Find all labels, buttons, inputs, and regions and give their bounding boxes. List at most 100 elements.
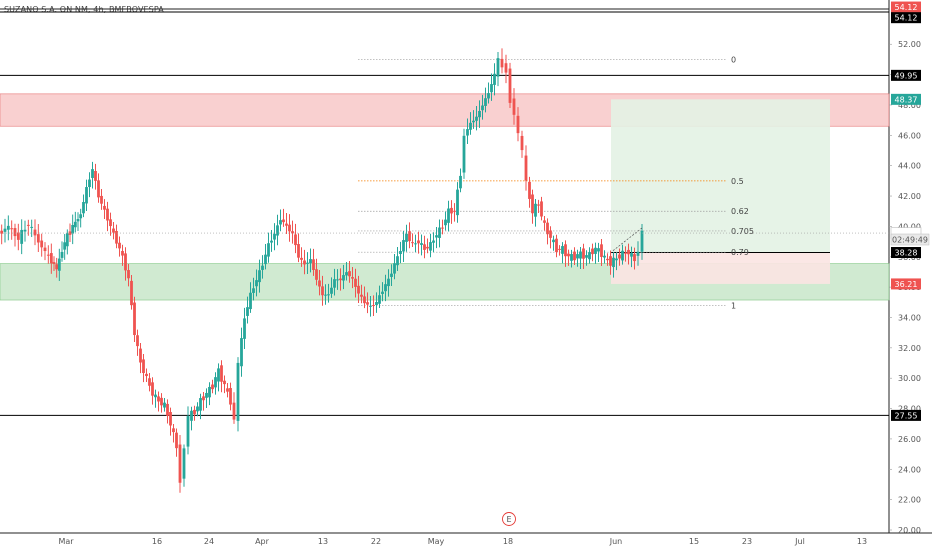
candle bbox=[136, 335, 139, 347]
candle bbox=[103, 205, 106, 210]
fib-label-1: 1 bbox=[731, 301, 736, 310]
candle bbox=[324, 294, 327, 296]
time-tick-label: Apr bbox=[255, 537, 270, 546]
time-tick-label: May bbox=[428, 537, 445, 546]
candle bbox=[512, 98, 516, 115]
candle bbox=[520, 135, 524, 151]
candle bbox=[393, 263, 396, 274]
candle bbox=[552, 239, 555, 243]
price-tag[interactable] bbox=[891, 278, 921, 290]
candle bbox=[528, 181, 531, 199]
candle bbox=[236, 362, 240, 421]
candle bbox=[357, 285, 360, 294]
candle bbox=[249, 292, 252, 310]
candle bbox=[426, 246, 429, 249]
candle bbox=[366, 302, 369, 305]
candle bbox=[276, 225, 279, 236]
candle bbox=[423, 244, 426, 250]
price-tag[interactable] bbox=[891, 69, 921, 81]
candle bbox=[558, 248, 561, 250]
candle bbox=[582, 248, 585, 259]
candle bbox=[456, 189, 459, 216]
candle bbox=[493, 73, 496, 85]
candle bbox=[258, 270, 261, 283]
price-tag-label: 36.21 bbox=[895, 280, 918, 289]
candle bbox=[36, 234, 40, 243]
candle bbox=[318, 280, 321, 287]
fib-label-0.5: 0.5 bbox=[731, 177, 744, 186]
candle bbox=[178, 444, 182, 483]
countdown-label: 02:49:49 bbox=[892, 236, 928, 245]
candle bbox=[63, 242, 67, 250]
time-tick-label: 23 bbox=[742, 537, 752, 546]
price-tag-label: 54.12 bbox=[895, 14, 918, 23]
candle bbox=[79, 214, 83, 219]
candle bbox=[396, 256, 399, 266]
candle bbox=[462, 135, 466, 173]
price-tag[interactable] bbox=[891, 409, 921, 421]
candle bbox=[118, 242, 121, 249]
price-tick-label: 40.00 bbox=[898, 222, 921, 231]
candle bbox=[561, 246, 564, 254]
time-tick-label: 18 bbox=[503, 537, 513, 546]
candle bbox=[531, 194, 534, 214]
candle bbox=[546, 222, 549, 235]
candle bbox=[399, 250, 402, 255]
price-tag[interactable] bbox=[891, 1, 921, 13]
price-tag-label: 48.37 bbox=[895, 95, 918, 104]
candle bbox=[166, 403, 169, 416]
candle bbox=[594, 247, 597, 254]
candle bbox=[411, 242, 414, 244]
candle bbox=[145, 373, 148, 377]
candle bbox=[169, 412, 172, 426]
candle bbox=[30, 226, 34, 228]
candle bbox=[13, 228, 17, 237]
candle bbox=[408, 231, 411, 242]
candle bbox=[300, 257, 303, 260]
candle bbox=[205, 392, 208, 398]
candle bbox=[624, 252, 627, 254]
candle bbox=[130, 280, 133, 306]
candle bbox=[640, 230, 644, 252]
candle bbox=[466, 129, 469, 136]
candle bbox=[193, 409, 196, 415]
candle bbox=[202, 396, 205, 401]
candle bbox=[348, 271, 351, 277]
candle bbox=[33, 229, 37, 236]
candle bbox=[321, 286, 324, 296]
price-tag[interactable] bbox=[891, 247, 921, 259]
candle bbox=[469, 122, 472, 130]
candle bbox=[121, 251, 124, 256]
candle bbox=[223, 380, 226, 385]
earnings-e-icon[interactable] bbox=[502, 512, 516, 526]
price-tick-label: 26.00 bbox=[898, 435, 921, 444]
candle bbox=[351, 277, 354, 279]
price-tag[interactable] bbox=[891, 93, 921, 105]
candle bbox=[621, 250, 624, 261]
candle bbox=[246, 307, 249, 316]
candle bbox=[372, 305, 375, 307]
candle bbox=[270, 240, 273, 243]
candle bbox=[127, 270, 130, 279]
candle bbox=[603, 255, 606, 258]
candle bbox=[190, 410, 193, 421]
candle bbox=[124, 253, 127, 271]
price-tick-label: 28.00 bbox=[898, 405, 921, 414]
candle bbox=[390, 273, 393, 277]
candle bbox=[420, 243, 423, 245]
candle bbox=[196, 406, 199, 412]
time-tick-label: 13 bbox=[318, 537, 328, 546]
price-tag[interactable] bbox=[891, 12, 921, 24]
candle bbox=[484, 98, 487, 106]
candle bbox=[306, 262, 309, 264]
candle bbox=[43, 247, 47, 252]
candle bbox=[633, 254, 636, 262]
candle bbox=[490, 84, 493, 93]
candle bbox=[330, 287, 333, 294]
candle bbox=[82, 202, 85, 214]
candle bbox=[500, 58, 504, 68]
candle bbox=[71, 225, 75, 234]
price-tick-label: 32.00 bbox=[898, 344, 921, 353]
candle bbox=[387, 278, 390, 287]
